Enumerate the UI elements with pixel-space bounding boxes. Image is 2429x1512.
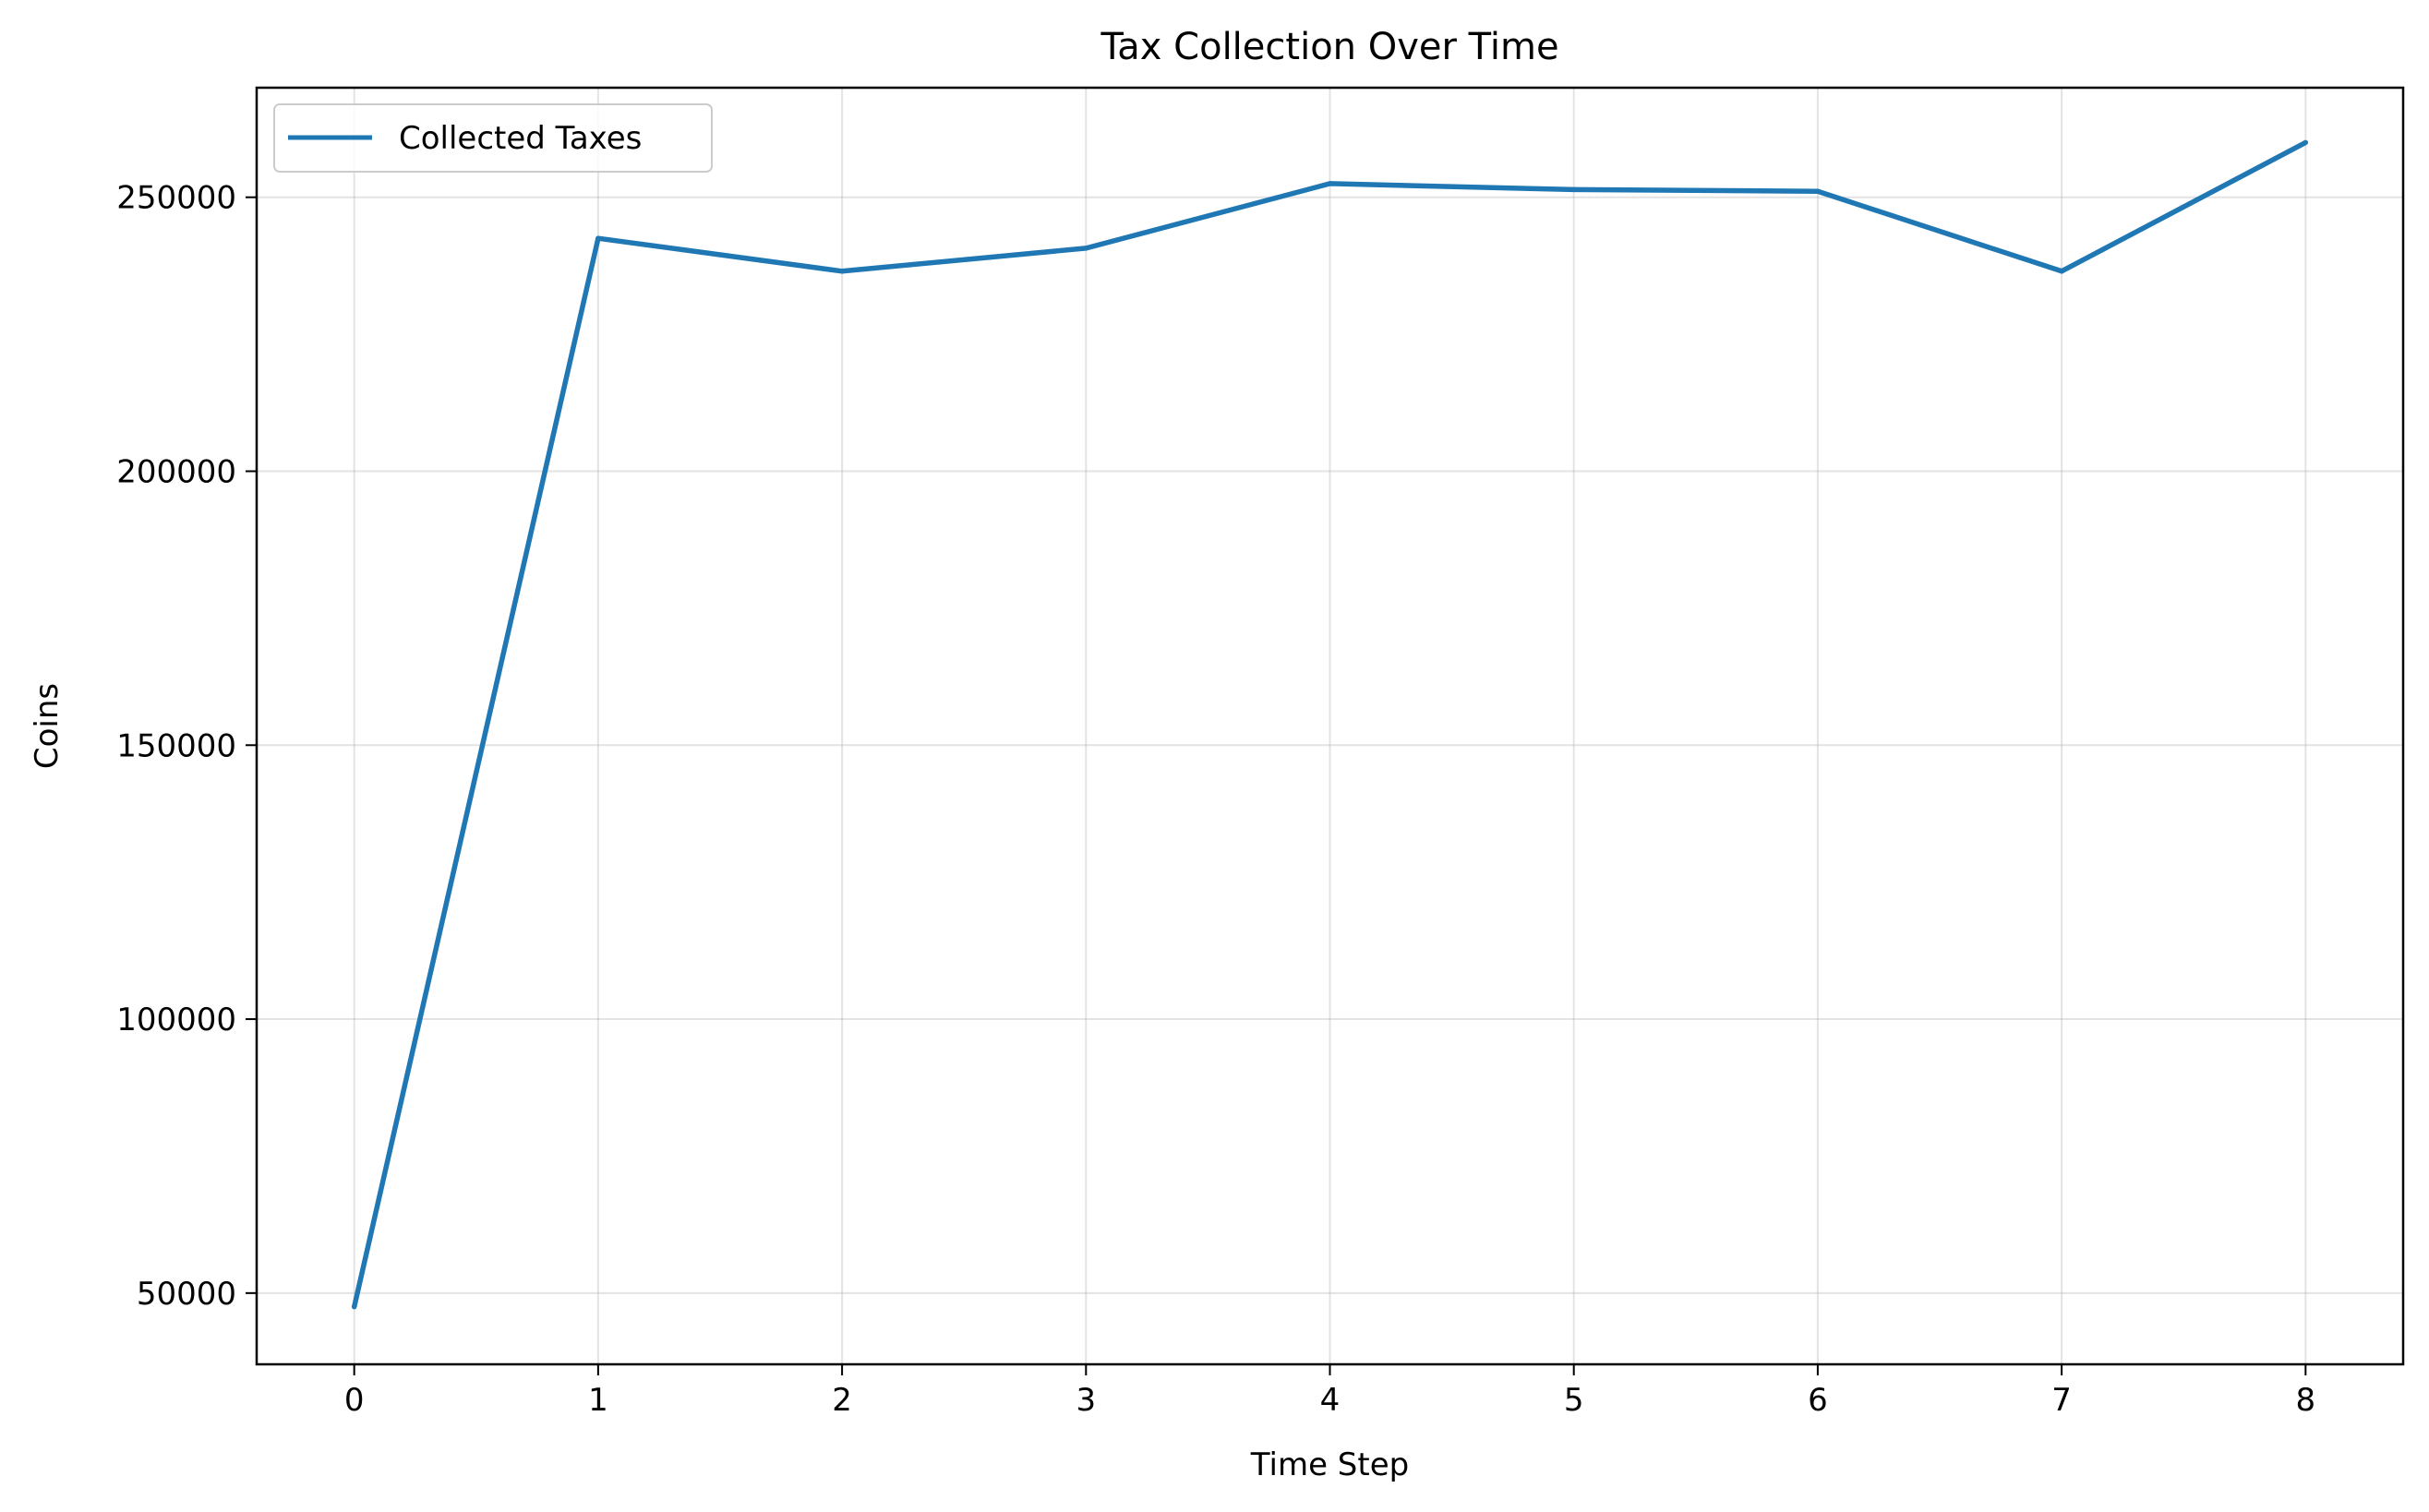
x-tick-label: 5 — [1564, 1382, 1584, 1419]
chart-title: Tax Collection Over Time — [1100, 26, 1558, 68]
x-tick-label: 6 — [1808, 1382, 1828, 1419]
grid — [257, 88, 2403, 1364]
data-point — [1570, 186, 1577, 193]
y-tick-label: 250000 — [116, 180, 236, 217]
data-point — [839, 269, 845, 274]
ticks: 0 1 2 3 4 5 6 7 8 50000 100000 150000 200000 250000 — [116, 180, 2315, 1419]
data-point — [2303, 139, 2309, 146]
data-point — [1815, 188, 1821, 194]
series-layer — [351, 139, 2309, 1310]
legend-label-collected-taxes: Collected Taxes — [399, 120, 642, 157]
x-tick-label: 4 — [1320, 1382, 1341, 1419]
y-tick-label: 150000 — [116, 727, 236, 764]
x-tick-label: 1 — [588, 1382, 608, 1419]
legend: Collected Taxes — [273, 103, 713, 173]
x-axis-label: Time Step — [1250, 1446, 1409, 1483]
x-tick-label: 3 — [1076, 1382, 1096, 1419]
y-axis-label: Coins — [29, 683, 66, 769]
data-point — [1327, 181, 1333, 186]
x-tick-label: 2 — [832, 1382, 852, 1419]
y-tick-label: 100000 — [116, 1002, 236, 1038]
y-tick-label: 50000 — [137, 1276, 236, 1313]
x-tick-label: 7 — [2051, 1382, 2072, 1419]
x-tick-label: 8 — [2295, 1382, 2315, 1419]
x-tick-label: 0 — [344, 1382, 365, 1419]
data-point — [595, 235, 601, 241]
data-point — [1083, 246, 1089, 251]
data-point — [2059, 269, 2064, 274]
legend-box — [273, 103, 713, 173]
y-tick-label: 200000 — [116, 453, 236, 490]
data-point — [351, 1303, 357, 1310]
